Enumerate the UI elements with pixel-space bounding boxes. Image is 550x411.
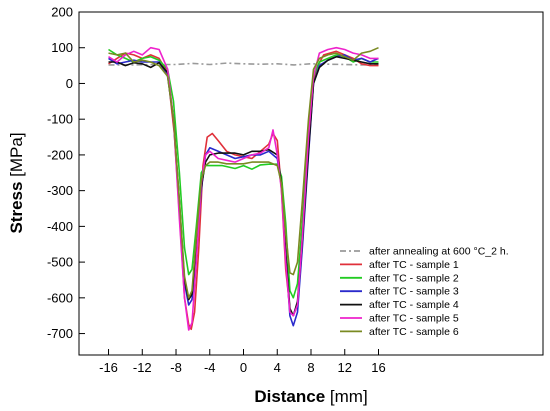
legend-label-2: after TC - sample 2 [369, 272, 459, 284]
x-tick-label: 4 [274, 360, 281, 375]
plot-frame [78, 11, 544, 356]
x-tick-label: -4 [204, 360, 216, 375]
x-tick-label: 0 [240, 360, 247, 375]
y-tick-label: -700 [47, 326, 73, 341]
x-tick-label: -12 [133, 360, 152, 375]
y-axis-title-main: Stress [7, 182, 26, 234]
y-tick-label: -600 [47, 290, 73, 305]
x-axis-title-main: Distance [254, 387, 325, 406]
legend: after annealing at 600 °C_2 h.after TC -… [340, 246, 509, 338]
x-tick-label: 12 [338, 360, 352, 375]
y-axis-title-unit: [MPa] [7, 132, 26, 181]
y-tick-label: -300 [47, 183, 73, 198]
legend-label-1: after TC - sample 1 [369, 259, 459, 271]
y-tick-label: -100 [47, 112, 73, 127]
series-layer [108, 46, 379, 331]
y-tick-label: 0 [66, 76, 73, 91]
legend-label-3: after TC - sample 3 [369, 286, 459, 298]
x-axis-title-unit: [mm] [325, 387, 368, 406]
x-tick-label: -16 [99, 360, 118, 375]
legend-label-5: after TC - sample 5 [369, 313, 459, 325]
y-tick-label: -200 [47, 147, 73, 162]
axis-layer: 200 100 0 -100 -200 -300 -400 -500 -600 -700 -16 -1… [47, 5, 386, 376]
y-tick-label: -400 [47, 219, 73, 234]
x-axis-title: Distance [mm] [254, 387, 367, 406]
y-tick-label: 200 [51, 5, 73, 20]
series-line-0 [108, 62, 379, 66]
series-line-6 [108, 46, 379, 299]
series-line-3 [108, 54, 379, 327]
series-line-1 [108, 50, 379, 331]
legend-label-4: after TC - sample 4 [369, 299, 459, 311]
legend-label-6: after TC - sample 6 [369, 326, 459, 338]
y-axis-title: Stress [MPa] [7, 132, 26, 233]
y-tick-label: 100 [51, 40, 73, 55]
series-line-2 [108, 48, 379, 299]
y-tick-label: -500 [47, 255, 73, 270]
series-line-5 [108, 46, 379, 331]
x-tick-label: 16 [371, 360, 385, 375]
series-line-4 [108, 55, 379, 317]
legend-label-0: after annealing at 600 °C_2 h. [369, 246, 509, 258]
x-tick-label: -8 [170, 360, 182, 375]
x-tick-label: 8 [307, 360, 314, 375]
